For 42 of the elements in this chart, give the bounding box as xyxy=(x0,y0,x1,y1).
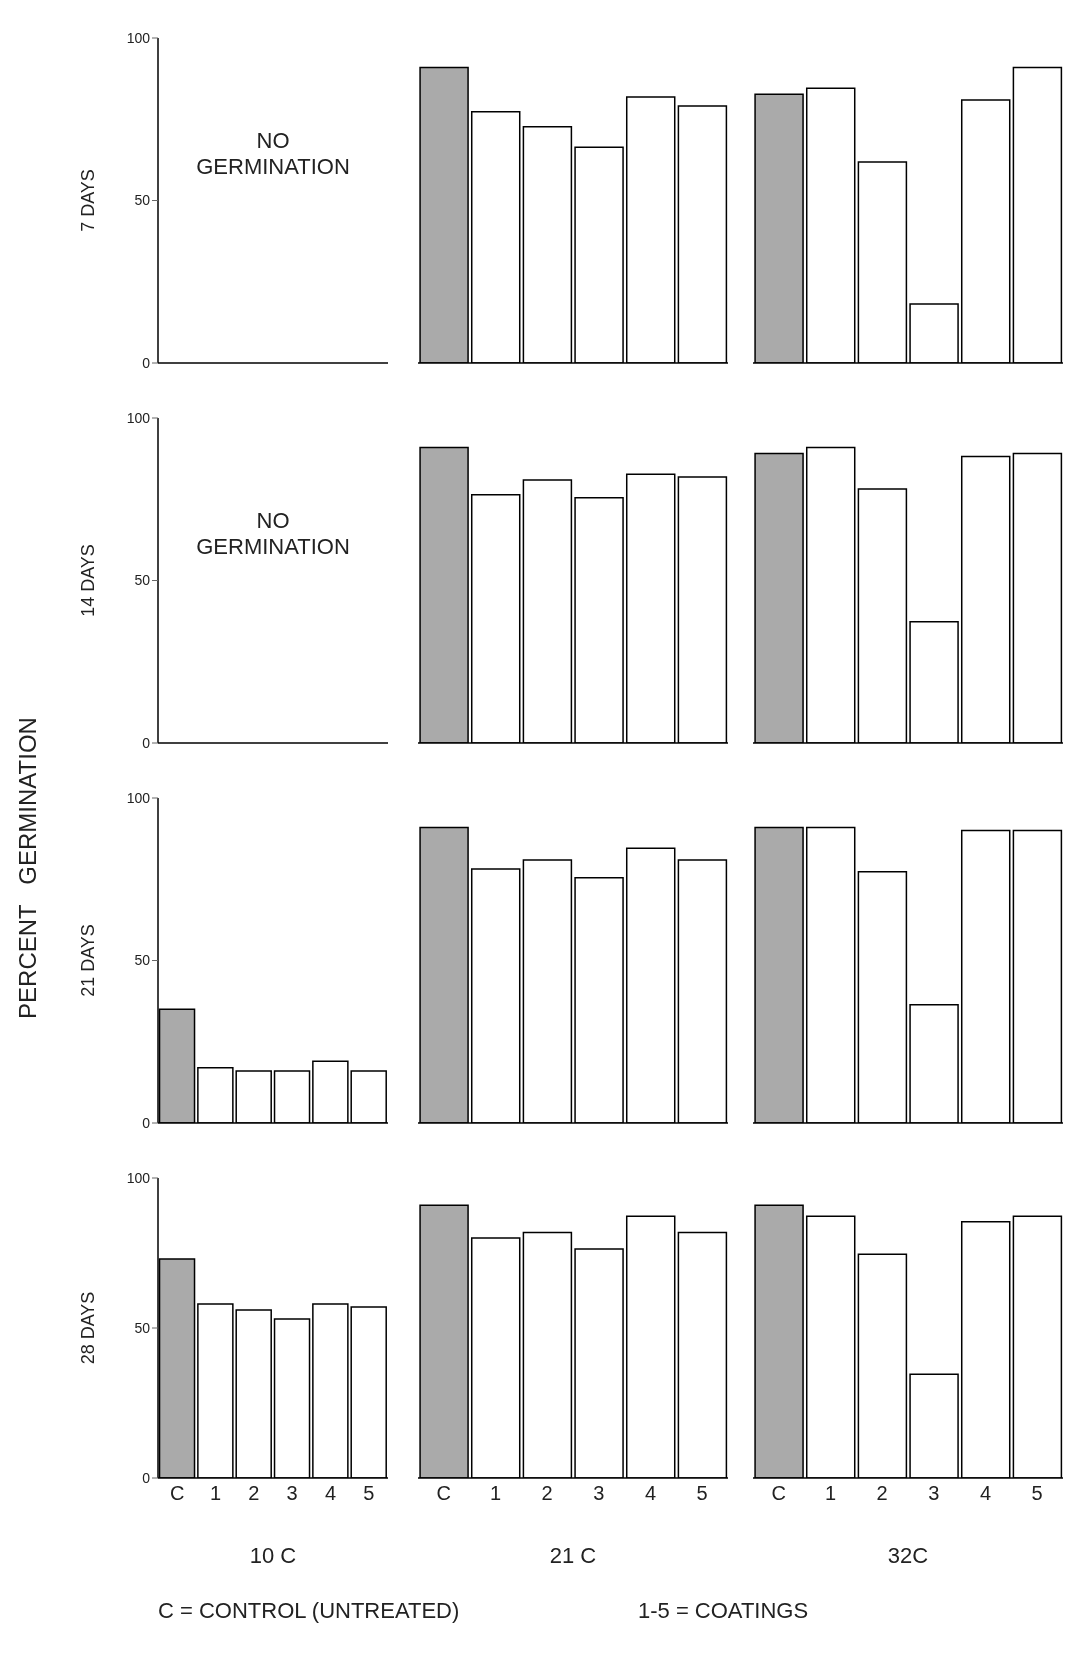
x-tick-label: 2 xyxy=(876,1482,888,1505)
text: PERCENT GERMINATION xyxy=(14,717,42,1019)
y-tick-label: 50 xyxy=(134,572,151,589)
x-tick-label: C xyxy=(771,1482,787,1505)
x-tick-label: 5 xyxy=(696,1482,708,1505)
y-tick-label: 50 xyxy=(134,1319,151,1336)
y-tick-label: 100 xyxy=(126,409,151,426)
y-axis-title: 28 DAYS xyxy=(78,1291,99,1365)
x-tick-label: 1 xyxy=(824,1482,837,1505)
y-tick-label: 100 xyxy=(126,789,151,806)
y-tick-label: 0 xyxy=(142,734,151,751)
x-tick-label: 1 xyxy=(489,1482,502,1505)
x-tick-label: 3 xyxy=(593,1482,605,1505)
y-tick-label: 100 xyxy=(126,1169,151,1186)
y-axis-title: 14 DAYS xyxy=(78,544,99,617)
text: C = CONTROL (UNTREATED) xyxy=(158,1598,460,1624)
x-tick-label: C xyxy=(436,1482,452,1505)
x-tick-label: 1 xyxy=(209,1482,222,1505)
x-tick-label: 2 xyxy=(248,1482,260,1505)
x-tick-label: 3 xyxy=(286,1482,298,1505)
y-tick-label: 50 xyxy=(134,192,151,209)
x-tick-label: 4 xyxy=(324,1482,337,1505)
annotation: NO GERMINATION xyxy=(195,508,351,560)
y-tick-label: 0 xyxy=(142,1114,151,1131)
y-tick-label: 0 xyxy=(142,354,151,371)
x-tick-label: 5 xyxy=(363,1482,375,1505)
y-axis-title: 7 DAYS xyxy=(78,169,99,232)
x-tick-label: 2 xyxy=(541,1482,553,1505)
x-axis-title: 10 C xyxy=(249,1543,297,1568)
text: 1-5 = COATINGS xyxy=(638,1598,809,1624)
x-tick-label: 4 xyxy=(979,1482,992,1505)
x-axis-title: 21 C xyxy=(549,1543,597,1568)
annotation: NO GERMINATION xyxy=(195,128,351,180)
x-tick-label: C xyxy=(169,1482,185,1505)
x-tick-label: 4 xyxy=(644,1482,657,1505)
x-tick-label: 3 xyxy=(928,1482,940,1505)
y-tick-label: 0 xyxy=(142,1469,151,1486)
y-tick-label: 100 xyxy=(126,29,151,46)
y-tick-label: 50 xyxy=(134,952,151,969)
x-axis-title: 32C xyxy=(887,1543,929,1568)
x-tick-label: 5 xyxy=(1031,1482,1043,1505)
y-axis-title: 21 DAYS xyxy=(78,924,99,997)
